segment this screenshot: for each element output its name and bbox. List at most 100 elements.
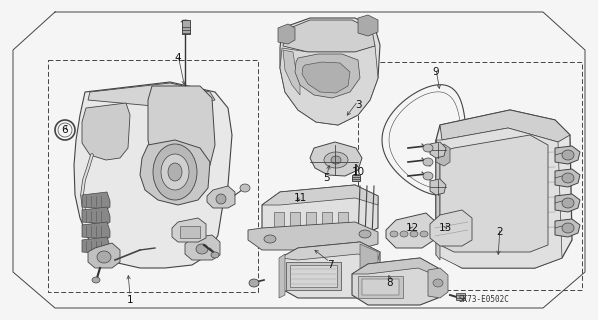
Polygon shape bbox=[82, 192, 110, 209]
Polygon shape bbox=[352, 258, 438, 275]
Bar bbox=[358, 276, 403, 298]
Polygon shape bbox=[436, 128, 562, 268]
Polygon shape bbox=[74, 82, 232, 268]
Ellipse shape bbox=[420, 231, 428, 237]
Bar bbox=[352, 175, 360, 181]
Polygon shape bbox=[428, 268, 448, 298]
Polygon shape bbox=[436, 140, 440, 260]
Polygon shape bbox=[278, 24, 295, 44]
Ellipse shape bbox=[331, 156, 341, 164]
Polygon shape bbox=[283, 50, 300, 95]
Text: 5: 5 bbox=[324, 173, 330, 183]
Bar bbox=[180, 226, 200, 238]
Polygon shape bbox=[248, 222, 378, 250]
Text: 3: 3 bbox=[355, 100, 361, 110]
Polygon shape bbox=[302, 62, 350, 93]
Text: 11: 11 bbox=[294, 193, 307, 203]
Bar bbox=[290, 265, 337, 287]
Ellipse shape bbox=[562, 150, 574, 160]
Polygon shape bbox=[555, 219, 580, 237]
Ellipse shape bbox=[423, 172, 433, 180]
Ellipse shape bbox=[423, 144, 433, 152]
Ellipse shape bbox=[153, 144, 197, 200]
Polygon shape bbox=[82, 237, 110, 254]
Polygon shape bbox=[88, 243, 120, 268]
Ellipse shape bbox=[450, 221, 458, 227]
Polygon shape bbox=[262, 185, 378, 205]
Polygon shape bbox=[436, 144, 450, 166]
Polygon shape bbox=[148, 86, 215, 178]
Polygon shape bbox=[358, 15, 378, 36]
Polygon shape bbox=[88, 83, 215, 108]
Ellipse shape bbox=[211, 252, 219, 258]
Polygon shape bbox=[555, 146, 580, 164]
Polygon shape bbox=[360, 244, 378, 298]
Polygon shape bbox=[436, 110, 572, 268]
Polygon shape bbox=[430, 210, 472, 246]
Ellipse shape bbox=[161, 154, 189, 190]
Polygon shape bbox=[172, 218, 206, 242]
Ellipse shape bbox=[390, 231, 398, 237]
Polygon shape bbox=[440, 110, 570, 142]
Ellipse shape bbox=[168, 163, 182, 181]
Ellipse shape bbox=[240, 184, 250, 192]
Polygon shape bbox=[185, 235, 220, 260]
Bar bbox=[274, 212, 284, 228]
Polygon shape bbox=[82, 222, 110, 239]
Polygon shape bbox=[555, 194, 580, 212]
Polygon shape bbox=[440, 135, 548, 252]
Polygon shape bbox=[310, 142, 362, 176]
Bar bbox=[456, 293, 465, 300]
Ellipse shape bbox=[264, 235, 276, 243]
Ellipse shape bbox=[196, 244, 208, 254]
Ellipse shape bbox=[423, 158, 433, 166]
Polygon shape bbox=[430, 179, 446, 195]
Text: SK73-E0502C: SK73-E0502C bbox=[459, 295, 509, 305]
Polygon shape bbox=[82, 103, 130, 160]
Text: 8: 8 bbox=[387, 278, 393, 288]
Bar bbox=[306, 212, 316, 228]
Ellipse shape bbox=[562, 223, 574, 233]
Text: 7: 7 bbox=[327, 260, 333, 270]
Ellipse shape bbox=[216, 194, 226, 204]
Polygon shape bbox=[352, 258, 438, 305]
Text: 4: 4 bbox=[175, 53, 181, 63]
Text: 1: 1 bbox=[127, 295, 133, 305]
Ellipse shape bbox=[359, 230, 371, 238]
Bar bbox=[322, 212, 332, 228]
Polygon shape bbox=[82, 207, 110, 224]
Bar bbox=[182, 20, 190, 34]
Polygon shape bbox=[280, 46, 378, 125]
Bar bbox=[362, 279, 399, 295]
Polygon shape bbox=[207, 186, 235, 208]
Ellipse shape bbox=[433, 279, 443, 287]
Text: 10: 10 bbox=[352, 167, 365, 177]
Ellipse shape bbox=[92, 277, 100, 283]
Polygon shape bbox=[280, 242, 380, 260]
Ellipse shape bbox=[97, 251, 111, 263]
Polygon shape bbox=[280, 18, 380, 125]
Polygon shape bbox=[140, 140, 210, 205]
Ellipse shape bbox=[249, 279, 259, 287]
Text: 6: 6 bbox=[62, 125, 68, 135]
Text: 9: 9 bbox=[433, 67, 440, 77]
Polygon shape bbox=[555, 169, 580, 187]
Polygon shape bbox=[262, 185, 378, 238]
Ellipse shape bbox=[400, 231, 408, 237]
Bar bbox=[286, 262, 341, 290]
Ellipse shape bbox=[562, 173, 574, 183]
Ellipse shape bbox=[562, 198, 574, 208]
Bar bbox=[338, 212, 348, 228]
Text: 12: 12 bbox=[405, 223, 419, 233]
Ellipse shape bbox=[410, 231, 418, 237]
Text: 2: 2 bbox=[497, 227, 504, 237]
Polygon shape bbox=[280, 242, 380, 298]
Polygon shape bbox=[386, 213, 436, 248]
Polygon shape bbox=[430, 142, 446, 158]
Polygon shape bbox=[295, 54, 360, 98]
Polygon shape bbox=[283, 20, 375, 52]
Ellipse shape bbox=[324, 152, 348, 168]
Bar bbox=[290, 212, 300, 228]
Text: 13: 13 bbox=[438, 223, 451, 233]
Polygon shape bbox=[430, 222, 446, 238]
